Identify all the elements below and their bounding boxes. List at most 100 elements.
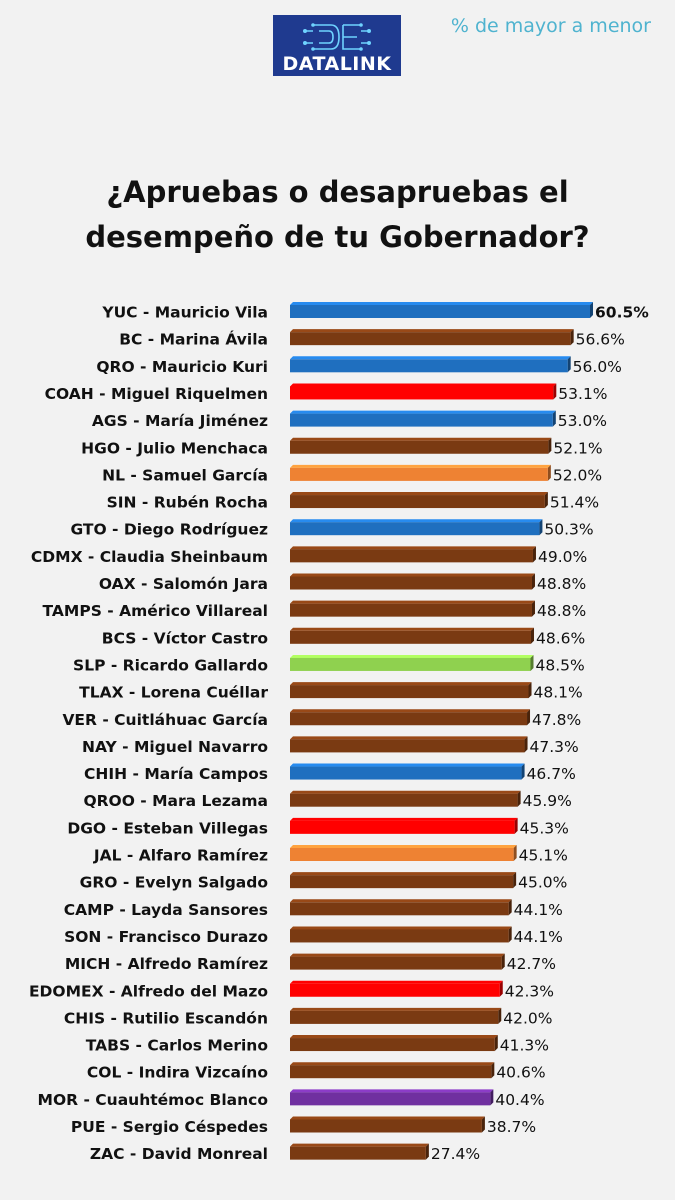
chart-title-line: desempeño de tu Gobernador? [85,220,590,254]
bar-top-face [290,329,574,333]
bar [290,359,568,373]
bar-top-face [290,899,512,903]
bar-top-face [290,437,552,441]
value-label: 53.1% [558,385,607,403]
bar-side-face [590,302,593,318]
value-label: 40.6% [496,1064,545,1082]
bar [290,603,532,617]
bar [290,1119,482,1133]
category-label: AGS - María Jiménez [92,412,268,430]
bar-side-face [567,356,571,373]
bar [290,983,500,997]
bar [290,576,532,590]
bar-top-face [290,464,551,468]
category-label: EDOMEX - Alfredo del Mazo [29,982,268,1000]
bar-side-face [481,1116,485,1133]
bar [290,685,529,699]
value-label: 47.8% [532,711,581,729]
bar-side-face [527,709,531,726]
bar [290,929,509,943]
category-label: CHIH - María Campos [84,765,268,783]
value-label: 42.7% [507,955,556,973]
bar-top-face [290,519,543,523]
bar-top-face [290,573,535,577]
bar-side-face [531,600,535,617]
chart-title-line: ¿Apruebas o desapruebas el [106,175,569,209]
bar-side-face [514,817,518,834]
bar [290,848,514,861]
bar [290,820,515,834]
bar-top-face [290,872,517,876]
bar-side-face [521,763,525,780]
value-label: 38.7% [487,1118,536,1136]
chart-title: ¿Apruebas o desapruebas el desempeño de … [0,170,675,260]
category-label: CDMX - Claudia Sheinbaum [31,548,268,566]
category-label: COL - Indira Vizcaíno [87,1064,268,1082]
bar-side-face [499,980,503,997]
bar-side-face [498,1007,502,1024]
bar-side-face [539,519,543,536]
value-label: 56.6% [576,331,625,349]
category-label: MOR - Cuauhtémoc Blanco [38,1091,268,1109]
bar-top-face [290,1007,502,1011]
bar-side-face [501,953,505,970]
value-label: 48.1% [534,684,583,702]
bar-chart: YUC - Mauricio Vila 60.5% BC - Marina Ávil… [29,302,649,1163]
bar [290,386,554,400]
bar-top-face [290,682,532,686]
value-label: 60.5% [595,304,649,322]
bar-top-face [290,627,534,631]
category-label: CHIS - Rutilio Escandón [64,1009,268,1027]
value-label: 51.4% [550,494,599,512]
value-label: 52.1% [553,439,602,457]
bar-top-face [290,709,531,713]
bar-side-face [553,383,557,400]
bar-top-face [290,736,528,740]
category-label: YUC - Mauricio Vila [101,304,268,322]
category-label: NAY - Miguel Navarro [82,738,268,756]
bar-top-face [290,1116,485,1120]
bar-top-face [290,356,571,360]
category-label: TABS - Carlos Merino [86,1037,268,1055]
bar-top-face [290,790,521,794]
bar [290,956,502,970]
bar [290,1010,499,1024]
datalink-logo: DATALINK [273,15,401,76]
bar-side-face [547,464,551,481]
value-label: 48.8% [537,575,586,593]
category-label: SON - Francisco Durazo [64,928,268,946]
value-label: 48.6% [536,629,585,647]
value-label: 45.1% [519,847,568,865]
bar-top-face [290,1089,494,1093]
bar-top-face [290,980,503,984]
bar [290,1092,491,1106]
bar-top-face [290,654,534,658]
value-label: 45.3% [520,819,569,837]
bar-top-face [290,546,536,550]
bar [290,413,553,427]
bar-side-face [490,1089,494,1106]
bar [290,305,590,318]
bar-top-face [290,1143,429,1147]
bar-top-face [290,817,518,821]
bar [290,495,545,509]
bar-top-face [290,926,512,930]
category-label: MICH - Alfredo Ramírez [65,955,268,973]
bar [290,875,514,889]
bar [290,902,509,916]
category-label: NL - Samuel García [102,466,268,484]
category-label: HGO - Julio Menchaca [81,439,268,457]
bar-top-face [290,410,556,414]
bar-side-face [532,546,536,563]
category-label: BCS - Víctor Castro [102,629,268,647]
bar [290,549,533,563]
bar [290,712,528,726]
bar-side-face [552,410,556,427]
value-label: 53.0% [558,412,607,430]
logo-text: DATALINK [282,53,392,75]
value-label: 44.1% [514,928,563,946]
bar-side-face [530,654,534,671]
category-label: QROO - Mara Lezama [83,792,268,810]
category-label: PUE - Sergio Céspedes [71,1118,268,1136]
value-label: 42.0% [503,1009,552,1027]
